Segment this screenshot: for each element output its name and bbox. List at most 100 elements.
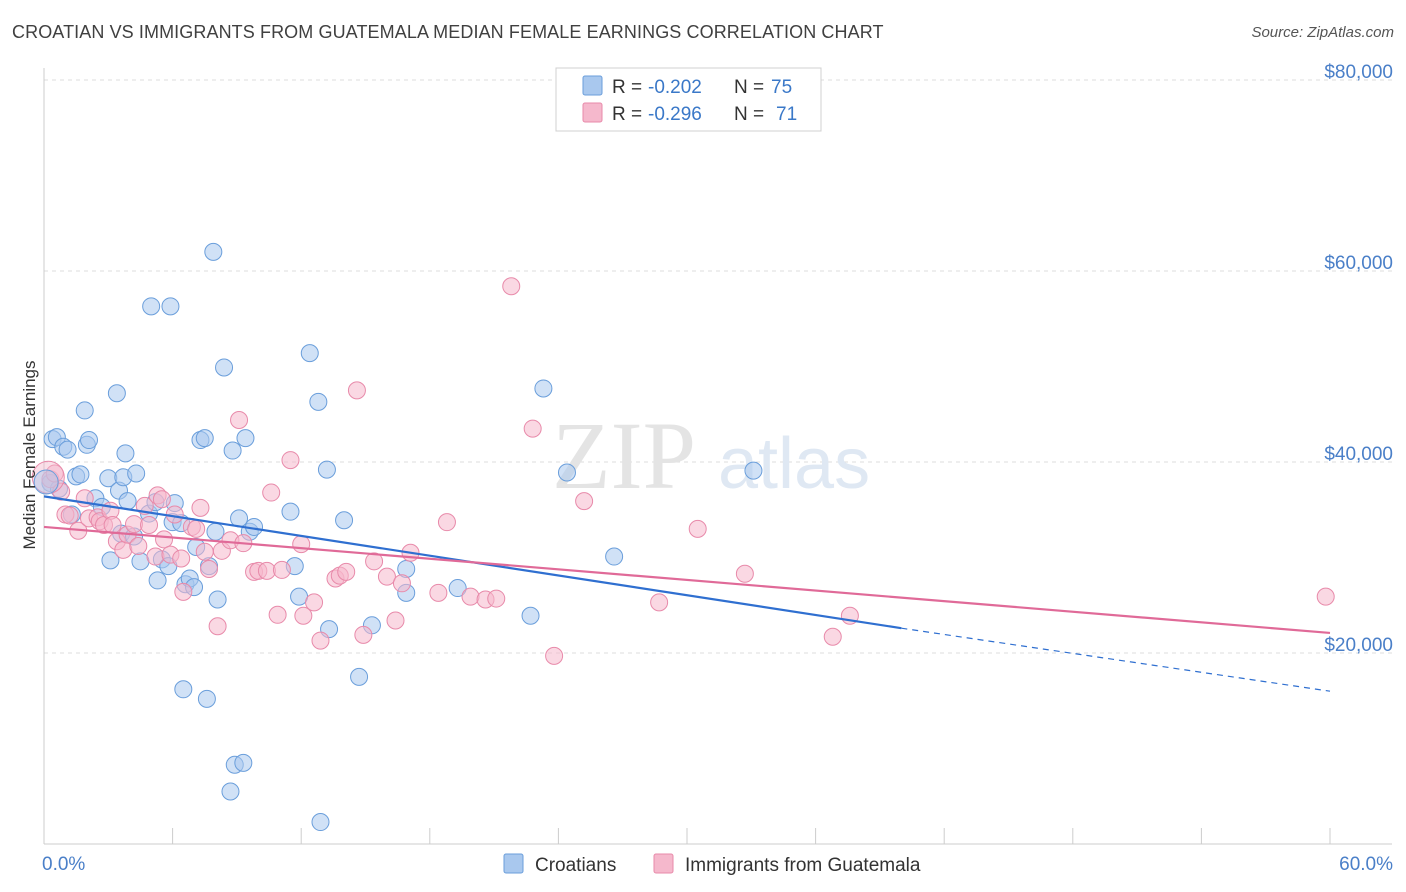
point-guatemala-71 [823,627,842,646]
legend-top-r-label-croatians: R = [612,77,642,98]
point-croatians-31 [161,297,180,316]
point-guatemala-63 [487,589,506,608]
legend-bottom-label-croatians: Croatians [535,855,616,876]
point-guatemala-22 [152,490,171,509]
point-croatians-47 [215,358,234,377]
watermark-zip: ZIP [552,402,696,509]
legend-top-n-label-croatians: N = [734,77,764,98]
point-guatemala-45 [292,535,311,554]
point-croatians-24 [131,552,150,571]
point-guatemala-73 [1316,587,1335,606]
point-guatemala-17 [129,537,148,556]
point-croatians-11 [80,431,99,450]
point-croatians-9 [75,401,94,420]
axes-layer [43,68,1392,845]
point-guatemala-12 [103,516,122,535]
point-guatemala-14 [114,540,133,559]
point-croatians-46 [208,590,227,609]
point-guatemala-43 [272,560,291,579]
point-guatemala-57 [392,574,411,593]
point-croatians-35 [174,680,193,699]
point-croatians-72 [744,461,763,480]
point-guatemala-31 [195,542,214,561]
trend-line-croatians-extension [901,627,1331,692]
point-guatemala-60 [437,513,456,532]
legend-top-n-value-croatians: 75 [771,77,792,98]
point-croatians-48 [221,782,240,801]
watermark: ZIP atlas [552,402,870,509]
point-guatemala-52 [347,381,366,400]
legend-top-swatch-guatemala [582,102,603,123]
point-guatemala-42 [268,605,287,624]
ticks-layer: $20,000 $40,000 $60,000 $80,000 0.0% 60.0% [42,62,1393,875]
point-guatemala-40 [257,561,276,580]
point-guatemala-65 [523,419,542,438]
legend-top-r-value-croatians: -0.202 [648,77,702,98]
point-guatemala-16 [125,515,144,534]
point-croatians-69 [534,379,553,398]
point-croatians-5 [58,440,77,459]
watermark-atlas: atlas [718,424,870,504]
point-croatians-59 [300,344,319,363]
y-tick-label-2: $60,000 [1324,253,1393,274]
y-tick-label-0: $20,000 [1324,635,1393,656]
point-guatemala-29 [187,519,206,538]
point-croatians-16 [107,384,126,403]
x-tick-label-0: 0.0% [42,854,85,875]
trend-line-guatemala [43,525,1331,635]
point-guatemala-41 [262,483,281,502]
point-guatemala-70 [735,564,754,583]
point-croatians-58 [290,587,309,606]
point-croatians-21 [118,492,137,511]
point-croatians-68 [521,606,540,625]
point-guatemala-27 [174,582,193,601]
point-croatians-70 [557,463,576,482]
point-guatemala-66 [545,646,564,665]
legend-top-n-value-guatemala: 71 [776,104,797,125]
point-croatians-56 [281,502,300,521]
point-croatians-cluster [33,469,59,495]
point-croatians-23 [127,464,146,483]
point-croatians-60 [309,392,328,411]
legend-bottom-swatch-croatians [503,853,524,874]
grid-layer [44,79,1392,654]
legend-bottom-swatch-guatemala [653,853,674,874]
point-guatemala-19 [140,516,159,535]
point-croatians-15 [101,551,120,570]
points-layer [31,242,1335,832]
point-croatians-8 [71,465,90,484]
y-tick-label-3: $80,000 [1324,62,1393,83]
point-guatemala-53 [354,625,373,644]
legend-top-n-label-guatemala: N = [734,104,764,125]
point-croatians-49 [223,441,242,460]
point-guatemala-69 [688,519,707,538]
point-guatemala-26 [172,549,191,568]
point-guatemala-33 [208,617,227,636]
point-guatemala-4 [60,506,79,525]
point-croatians-64 [350,667,369,686]
point-croatians-45 [206,522,225,541]
y-tick-label-1: $40,000 [1324,444,1393,465]
point-guatemala-67 [575,492,594,511]
point-croatians-71 [605,547,624,566]
legend-bottom-label-guatemala: Immigrants from Guatemala [685,855,921,876]
point-croatians-44 [204,242,223,261]
point-croatians-28 [148,571,167,590]
point-croatians-42 [197,689,216,708]
point-guatemala-20 [146,547,165,566]
legend-top-r-value-guatemala: -0.296 [648,104,702,125]
point-croatians-41 [195,429,214,448]
point-guatemala-46 [294,606,313,625]
point-guatemala-32 [200,559,219,578]
point-guatemala-64 [502,277,521,296]
point-croatians-63 [335,511,354,530]
legend-top-r-label-guatemala: R = [612,104,642,125]
trend-layer [43,495,1331,692]
point-guatemala-61 [461,587,480,606]
legend-top: R = -0.202 N = 75 R = -0.296 N = 71 [555,67,822,132]
x-tick-label-1: 60.0% [1339,854,1393,875]
point-croatians-53 [236,429,255,448]
point-guatemala-54 [365,552,384,571]
point-guatemala-23 [155,530,174,549]
